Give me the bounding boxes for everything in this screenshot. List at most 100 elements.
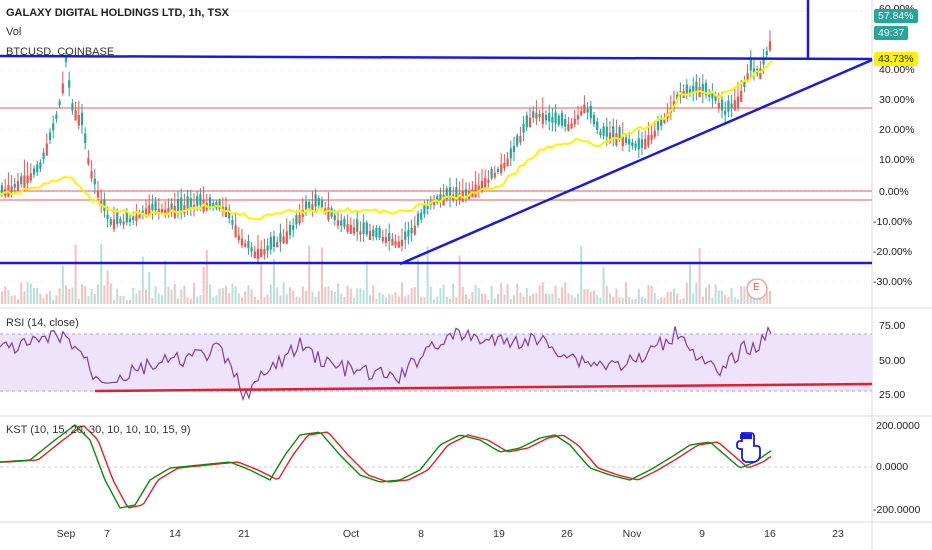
candle-body <box>759 68 762 80</box>
candle-body <box>624 137 628 143</box>
volume-bar <box>445 296 448 304</box>
candle-body <box>580 111 583 115</box>
candle-body <box>228 209 231 219</box>
candle-body <box>436 196 439 203</box>
candle-body <box>288 224 292 235</box>
volume-bar <box>81 284 83 304</box>
volume-bar <box>593 290 595 304</box>
candle-body <box>448 187 452 198</box>
candle-body <box>727 100 730 112</box>
volume-bar <box>429 286 432 304</box>
candle-body <box>266 245 269 251</box>
candle-body <box>304 201 308 210</box>
volume-bar <box>439 288 442 304</box>
volume-bar <box>36 287 39 304</box>
volume-bar <box>186 297 189 304</box>
volume-bar <box>401 282 403 304</box>
candle-body <box>189 198 192 208</box>
volume-bar <box>215 295 218 304</box>
volume-bar <box>465 294 467 304</box>
volume-bar <box>157 293 160 304</box>
candle-body <box>244 243 247 247</box>
volume-bar <box>151 298 154 304</box>
price-candles <box>0 30 772 263</box>
candle-body <box>708 93 711 97</box>
volume-bar <box>689 264 691 304</box>
candle-body <box>570 123 573 129</box>
volume-bar <box>141 256 144 304</box>
candle-body <box>196 196 199 206</box>
volume-bar <box>305 290 307 304</box>
pointing-hand-icon <box>736 432 761 463</box>
rsi-legend[interactable]: RSI (14, close) <box>6 317 79 329</box>
last-price-badge: 57.84% <box>874 9 918 23</box>
candle-body <box>564 119 567 127</box>
volume-bar <box>506 284 509 304</box>
candle-body <box>554 112 557 124</box>
volume-bar <box>692 293 695 304</box>
volume-bar <box>641 296 643 304</box>
volume-bar <box>599 297 602 304</box>
candle-body <box>186 196 189 209</box>
volume-bar <box>554 285 557 304</box>
volume-bar <box>474 284 477 304</box>
candle-body <box>80 112 84 125</box>
candle-body <box>490 168 493 179</box>
time-tick: 8 <box>418 528 424 540</box>
ascending-trendline[interactable] <box>399 58 873 266</box>
candle-body <box>87 157 90 165</box>
volume-bar <box>301 286 304 304</box>
volume-bar <box>740 286 743 304</box>
candle-body <box>372 229 375 237</box>
chart-title[interactable]: GALAXY DIGITAL HOLDINGS LTD, 1h, TSX <box>6 7 229 19</box>
volume-bar <box>1 291 3 304</box>
volume-bar <box>349 288 352 304</box>
btcusd-compare-line[interactable] <box>0 60 773 221</box>
rsi-support-line[interactable] <box>94 382 873 393</box>
volume-bar <box>500 283 503 304</box>
volume-legend[interactable]: Vol <box>6 26 22 38</box>
volume-bar <box>522 296 525 304</box>
candle-body <box>455 187 458 198</box>
volume-bar <box>68 289 71 304</box>
volume-bar <box>145 289 147 304</box>
volume-bar <box>93 293 96 304</box>
volume-bar <box>685 282 688 304</box>
candle-body <box>231 220 234 225</box>
volume-bar <box>404 296 407 304</box>
horizontal-resistance-line[interactable] <box>0 54 873 61</box>
candle-body <box>256 248 260 260</box>
volume-bar <box>231 283 234 304</box>
candle-body <box>368 230 372 241</box>
volume-bar <box>244 291 247 304</box>
volume-bar <box>49 290 51 304</box>
volume-bar <box>695 282 698 304</box>
candle-body <box>439 193 442 202</box>
volume-bar <box>279 295 282 304</box>
volume-bar <box>122 296 125 304</box>
volume-bar <box>561 287 563 304</box>
rsi-line[interactable] <box>0 325 772 402</box>
volume-bar <box>346 285 349 304</box>
candle-body <box>359 231 362 235</box>
candle-body <box>58 101 61 106</box>
price-tick: 40.00% <box>879 64 915 76</box>
volume-bar <box>727 296 730 304</box>
compare-legend[interactable]: BTCUSD, COINBASE <box>6 46 115 58</box>
time-tick: 19 <box>493 528 505 540</box>
volume-bar <box>10 295 13 304</box>
volume-bar <box>746 292 749 304</box>
candle-body <box>378 227 381 238</box>
price-tick: 20.00% <box>879 124 915 136</box>
volume-bar <box>545 293 547 304</box>
kst-line[interactable] <box>0 424 772 509</box>
candle-body <box>176 199 180 212</box>
time-tick: 21 <box>238 528 250 540</box>
candle-body <box>260 248 263 258</box>
price-tick: 30.00% <box>879 94 915 106</box>
earnings-marker[interactable] <box>746 278 768 300</box>
candle-body <box>388 232 391 242</box>
kst-legend[interactable]: KST (10, 15, 20, 30, 10, 10, 10, 15, 9) <box>6 424 191 436</box>
candle-body <box>362 222 365 234</box>
